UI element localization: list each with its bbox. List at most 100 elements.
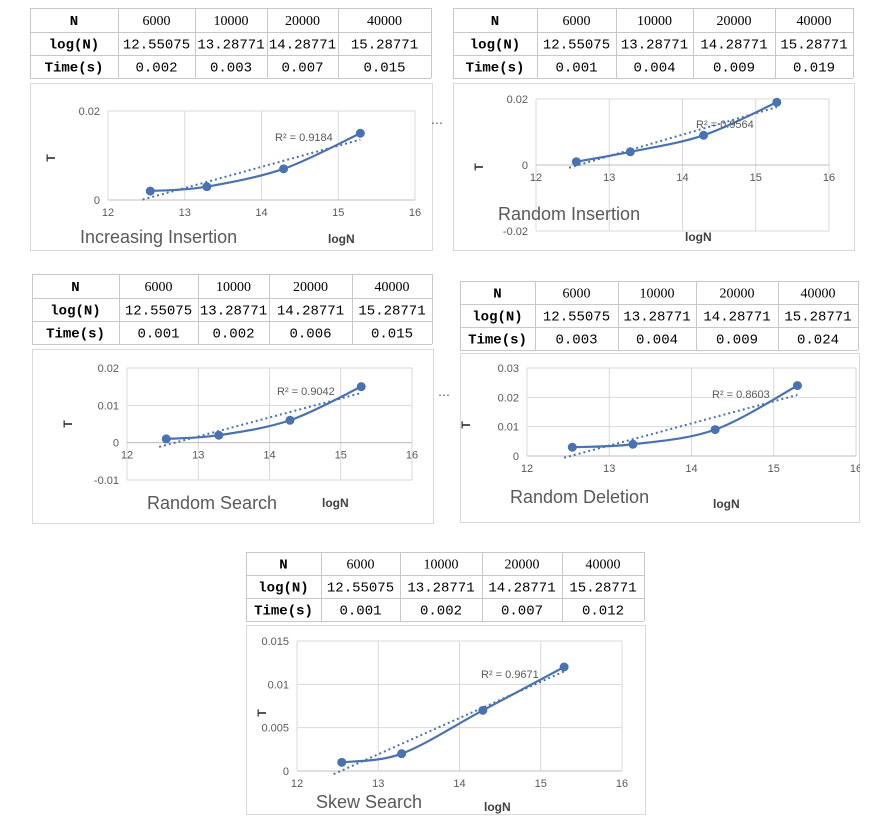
y-tick-label: 0.005 xyxy=(261,723,289,735)
table-cell: 15.28771 xyxy=(351,38,418,54)
data-point xyxy=(625,147,635,157)
y-tick-label: 0.02 xyxy=(507,94,528,106)
y-tick-label: 0.02 xyxy=(498,392,519,404)
table-cell: 12.55075 xyxy=(543,310,610,326)
table-cell: 0.002 xyxy=(420,604,462,620)
table-cell: 0.006 xyxy=(289,327,331,343)
y-tick-label: 0 xyxy=(113,438,119,450)
table-cell: 13.28771 xyxy=(623,310,690,326)
table-cell: 0.003 xyxy=(555,333,597,349)
table-cell: 0.004 xyxy=(633,61,675,77)
table-cell: 15.28771 xyxy=(780,38,847,54)
y-axis-label: T xyxy=(460,421,473,429)
chart: -0.01 0 0.01 0.02 12 13 14 15 16 R² = 0.9042 TlogN… xyxy=(32,349,434,524)
table-cell: 15.28771 xyxy=(569,581,636,597)
table-header-cell: 10000 xyxy=(637,14,672,29)
table-row-label: log(N) xyxy=(49,38,99,54)
y-tick-label: 0 xyxy=(513,451,519,463)
table-header-cell: 40000 xyxy=(801,287,836,302)
table-cell: 12.55075 xyxy=(327,581,394,597)
data-point xyxy=(145,186,155,196)
table-cell: 12.55075 xyxy=(125,304,192,320)
ellipsis-marker: … xyxy=(431,113,443,127)
x-tick-label: 16 xyxy=(409,207,421,219)
x-tick-label: 12 xyxy=(521,463,533,475)
chart-title: Random Search xyxy=(147,493,277,513)
x-tick-label: 16 xyxy=(823,172,835,184)
x-tick-label: 12 xyxy=(291,778,303,790)
table-row-label: N xyxy=(279,558,287,574)
data-table: N 6000 10000 20000 40000 log(N) 12.55075 13.287… xyxy=(246,552,645,622)
x-tick-label: 12 xyxy=(102,207,114,219)
table-cell: 14.28771 xyxy=(269,38,336,54)
data-point xyxy=(337,757,347,767)
panel-random-search: N 6000 10000 20000 40000 log(N) 12.55075 13.287… xyxy=(32,274,434,524)
x-axis-label: logN xyxy=(713,497,740,511)
y-tick-label: 0 xyxy=(283,766,289,778)
table-cell: 0.007 xyxy=(281,61,323,77)
table-header-cell: 10000 xyxy=(214,14,249,29)
data-point xyxy=(710,425,720,435)
table-row-label: N xyxy=(493,287,501,303)
table-row-label: Time(s) xyxy=(46,327,105,343)
table-cell: 0.019 xyxy=(793,61,835,77)
table-header-cell: 10000 xyxy=(640,287,675,302)
y-tick-label: 0.02 xyxy=(98,363,119,375)
y-tick-label: 0.015 xyxy=(261,636,289,648)
table-row-label: N xyxy=(491,14,499,30)
table-header-cell: 20000 xyxy=(285,14,320,29)
r-squared-label: R² = 0.9564 xyxy=(696,119,754,131)
x-tick-label: 16 xyxy=(850,463,860,475)
y-axis-label: T xyxy=(255,709,269,717)
x-tick-label: 16 xyxy=(616,778,628,790)
table-cell: 0.009 xyxy=(716,333,758,349)
y-tick-label: 0.02 xyxy=(79,106,100,118)
series-line xyxy=(572,384,798,449)
data-point xyxy=(792,381,802,391)
table-header-cell: 40000 xyxy=(367,14,402,29)
data-point xyxy=(285,415,295,425)
x-tick-label: 14 xyxy=(685,463,697,475)
y-tick-label: -0.02 xyxy=(503,226,528,238)
x-tick-label: 15 xyxy=(768,463,780,475)
x-tick-label: 15 xyxy=(750,172,762,184)
table-row-label: Time(s) xyxy=(466,61,525,77)
x-tick-label: 14 xyxy=(676,172,688,184)
r-squared-label: R² = 0.9671 xyxy=(481,669,539,681)
panel-skew-search: N 6000 10000 20000 40000 log(N) 12.55075 13.287… xyxy=(246,552,646,817)
x-axis-label: logN xyxy=(484,800,511,814)
data-point xyxy=(567,442,577,452)
table-row-label: log(N) xyxy=(50,304,100,320)
y-tick-label: 0.03 xyxy=(498,363,519,375)
table-cell: 14.28771 xyxy=(488,581,555,597)
data-point xyxy=(628,439,638,449)
table-header-cell: 20000 xyxy=(720,287,755,302)
table-row-label: N xyxy=(71,280,79,296)
table-row-label: log(N) xyxy=(472,310,522,326)
table-header-cell: 40000 xyxy=(375,280,410,295)
table-row-label: Time(s) xyxy=(468,333,527,349)
table-cell: 0.004 xyxy=(636,333,678,349)
data-point xyxy=(772,97,782,107)
chart-title: Skew Search xyxy=(316,792,422,812)
data-point xyxy=(571,157,581,167)
table-cell: 14.28771 xyxy=(703,310,770,326)
chart-title: Random Deletion xyxy=(510,487,649,507)
x-tick-label: 16 xyxy=(406,450,418,462)
x-axis-label: logN xyxy=(685,230,712,244)
data-point xyxy=(397,749,407,759)
data-table: N 6000 10000 20000 40000 log(N) 12.55075 13.287… xyxy=(460,281,859,351)
table-cell: 0.001 xyxy=(555,61,597,77)
series-line xyxy=(341,666,565,764)
r-squared-label: R² = 0.9184 xyxy=(275,132,333,144)
table-header-cell: 10000 xyxy=(216,280,251,295)
table-row-label: Time(s) xyxy=(254,604,313,620)
x-tick-label: 12 xyxy=(530,172,542,184)
table-header-cell: 40000 xyxy=(797,14,832,29)
table-cell: 15.28771 xyxy=(358,304,425,320)
data-point xyxy=(699,130,709,140)
data-point xyxy=(202,182,212,192)
table-cell: 0.009 xyxy=(713,61,755,77)
